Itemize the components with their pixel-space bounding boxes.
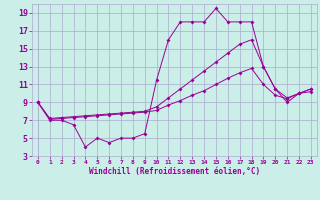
X-axis label: Windchill (Refroidissement éolien,°C): Windchill (Refroidissement éolien,°C) bbox=[89, 167, 260, 176]
